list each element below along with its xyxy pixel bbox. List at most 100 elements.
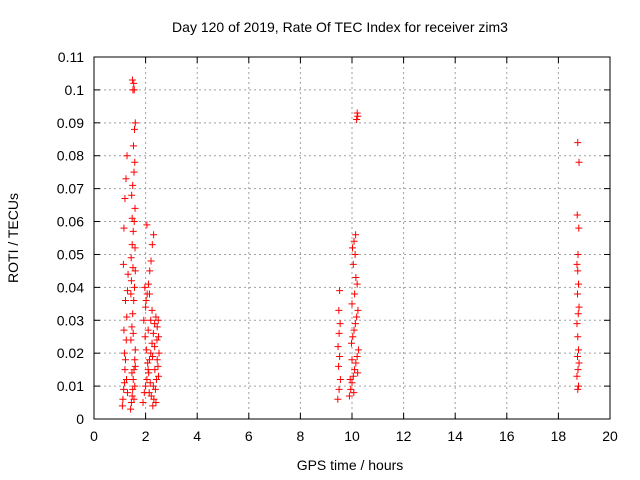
data-point xyxy=(574,333,582,341)
data-point xyxy=(124,287,132,295)
data-point xyxy=(129,181,137,189)
data-point xyxy=(128,323,136,331)
data-point xyxy=(120,349,128,357)
y-tick-label: 0.04 xyxy=(57,279,84,295)
data-point xyxy=(128,369,136,377)
data-point xyxy=(149,402,157,410)
data-point xyxy=(573,211,581,219)
data-point xyxy=(155,333,162,341)
data-point xyxy=(142,346,150,354)
data-point xyxy=(347,385,355,393)
data-point xyxy=(131,346,139,354)
data-point xyxy=(354,369,362,377)
data-point xyxy=(143,221,151,229)
data-point xyxy=(120,224,128,232)
x-tick-label: 16 xyxy=(499,428,515,444)
data-point xyxy=(335,329,343,337)
data-point xyxy=(148,241,156,249)
data-point xyxy=(123,376,131,384)
data-point xyxy=(153,356,161,364)
x-tick-label: 4 xyxy=(193,428,201,444)
data-point xyxy=(123,152,131,160)
data-point xyxy=(144,326,152,334)
data-point xyxy=(353,116,361,124)
data-point xyxy=(145,290,153,298)
data-point xyxy=(353,352,361,360)
y-tick-label: 0.09 xyxy=(57,115,84,131)
data-point xyxy=(575,382,583,390)
data-point xyxy=(145,369,153,377)
data-point xyxy=(129,329,137,337)
data-point xyxy=(130,86,138,94)
data-point xyxy=(131,204,139,212)
data-point xyxy=(345,392,353,400)
x-tick-label: 6 xyxy=(245,428,253,444)
data-point xyxy=(147,316,155,324)
data-point xyxy=(574,267,582,275)
data-point xyxy=(348,356,356,364)
data-point xyxy=(574,250,582,258)
data-point xyxy=(350,237,358,245)
data-point xyxy=(139,399,147,407)
data-point xyxy=(336,376,344,384)
data-point xyxy=(146,379,154,387)
data-point xyxy=(129,310,137,318)
data-point xyxy=(353,109,361,117)
data-point xyxy=(130,168,138,176)
data-point xyxy=(145,356,153,364)
data-point xyxy=(351,366,359,374)
x-tick-label: 12 xyxy=(396,428,412,444)
data-point xyxy=(334,343,342,351)
data-point xyxy=(142,303,150,311)
data-point xyxy=(349,244,357,252)
x-tick-label: 18 xyxy=(551,428,567,444)
data-point xyxy=(353,280,361,288)
data-point xyxy=(351,290,359,298)
data-point xyxy=(121,356,129,364)
data-point xyxy=(351,250,359,258)
y-tick-label: 0.07 xyxy=(57,181,84,197)
y-tick-label: 0.02 xyxy=(57,345,84,361)
x-tick-label: 2 xyxy=(142,428,150,444)
x-tick-label: 8 xyxy=(297,428,305,444)
data-point xyxy=(128,241,136,249)
y-tick-label: 0.03 xyxy=(57,312,84,328)
data-point xyxy=(119,260,127,268)
data-point xyxy=(354,346,362,354)
data-point xyxy=(352,273,360,281)
y-tick-label: 0.06 xyxy=(57,214,84,230)
data-point xyxy=(352,359,360,367)
y-axis-label: ROTI / TECUs xyxy=(5,193,21,283)
data-point xyxy=(573,260,581,268)
data-point xyxy=(575,224,583,232)
data-point xyxy=(141,333,149,341)
data-point xyxy=(347,339,355,347)
data-point xyxy=(574,366,582,374)
data-point xyxy=(127,254,135,262)
data-point xyxy=(350,389,358,397)
data-point xyxy=(155,372,162,380)
data-point xyxy=(144,359,152,367)
data-point xyxy=(354,306,362,314)
data-point xyxy=(151,343,159,351)
data-point xyxy=(334,395,342,403)
data-point xyxy=(348,379,356,387)
data-point xyxy=(149,382,157,390)
data-point xyxy=(130,297,138,305)
data-point xyxy=(121,366,129,374)
data-point xyxy=(350,326,358,334)
data-point xyxy=(129,264,137,272)
data-point xyxy=(131,356,139,364)
data-point xyxy=(124,389,132,397)
data-point xyxy=(573,320,581,328)
data-point xyxy=(147,257,155,265)
data-point xyxy=(149,352,157,360)
data-point xyxy=(335,306,343,314)
data-point xyxy=(127,336,135,344)
data-point xyxy=(336,287,344,295)
data-point xyxy=(575,158,583,166)
data-point xyxy=(349,260,357,268)
data-point xyxy=(129,376,137,384)
data-point xyxy=(144,366,152,374)
data-point xyxy=(142,297,150,305)
